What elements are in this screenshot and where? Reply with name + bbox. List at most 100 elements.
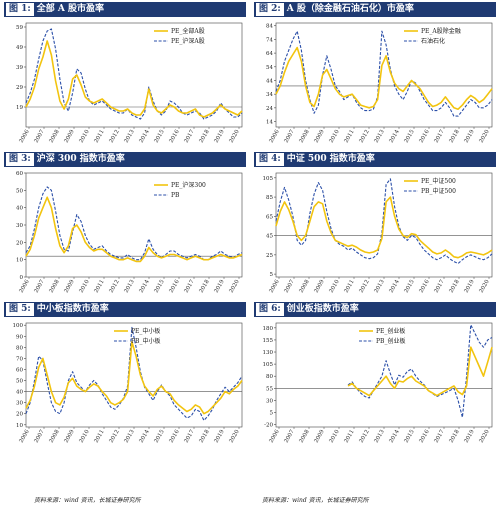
y-tick-label: 30 <box>16 223 23 229</box>
y-tick-label: 20 <box>16 240 23 246</box>
x-tick-label: 2012 <box>359 129 371 144</box>
series-line-solid <box>275 46 493 110</box>
x-tick-label: 2016 <box>169 429 181 445</box>
figure-2-title: A 股（除金融石油石化）市盈率 <box>286 4 414 14</box>
x-tick-label: 2009 <box>64 429 76 445</box>
plot-frame <box>275 22 493 128</box>
figure-4-chart: 5 25 45 65 85 105 2006 2007 2008 2009 2010 2011 2012… <box>263 172 493 295</box>
y-tick-label: 5 <box>270 410 274 416</box>
figure-1: 图 1: 全部 A 股市盈率 19 29 39 49 59 2006 2007 2008 2009… <box>4 2 246 150</box>
figure-3-header: 图 3: 沪深 300 指数市盈率 <box>4 152 246 167</box>
y-tick-label: -20 <box>264 423 273 429</box>
series-line-solid <box>347 346 493 397</box>
x-tick-label: 2016 <box>169 279 181 295</box>
y-tick-label: 10 <box>16 423 23 429</box>
y-tick-label: 40 <box>16 390 23 396</box>
x-tick-label: 2008 <box>299 129 311 145</box>
figure-6-number: 图 6: <box>256 303 284 316</box>
figure-5-header: 图 5: 中小板指数市盈率 <box>4 302 246 317</box>
x-tick-label: 2020 <box>479 429 491 445</box>
y-tick-label: 5 <box>270 272 274 278</box>
figure-6-title: 创业板指数市盈率 <box>286 304 359 314</box>
series-line-dashed <box>25 186 243 261</box>
x-tick-label: 2019 <box>214 129 226 145</box>
source-note-left: 资料来源：wind 资讯，长城证券研究所 <box>34 497 141 504</box>
figure-6-header: 图 6: 创业板指数市盈率 <box>254 302 496 317</box>
y-tick-label: 105 <box>263 362 274 368</box>
x-tick-label: 2015 <box>404 129 416 145</box>
x-tick-label: 2018 <box>199 279 211 295</box>
figure-1-number: 图 1: <box>6 3 34 16</box>
series-line-solid <box>25 196 243 263</box>
figure-4: 图 4: 中证 500 指数市盈率 5 25 45 65 85 105 2006 2007 200… <box>254 152 496 300</box>
figure-2-number: 图 2: <box>256 3 284 16</box>
x-tick-label: 2007 <box>284 279 296 295</box>
y-tick-label: 30 <box>266 398 273 404</box>
x-tick-label: 2012 <box>109 279 121 294</box>
series-line-solid <box>275 196 493 259</box>
x-tick-label: 2007 <box>34 429 46 445</box>
y-tick-label: 29 <box>16 85 23 91</box>
x-tick-label: 2012 <box>109 129 121 144</box>
x-tick-label: 2010 <box>329 279 341 295</box>
legend-label: PE_全部A股 <box>171 27 205 35</box>
x-tick-label: 2010 <box>329 129 341 145</box>
x-tick-label: 2019 <box>214 429 226 445</box>
figure-3-title: 沪深 300 指数市盈率 <box>36 154 125 164</box>
x-tick-label: 2014 <box>389 429 401 445</box>
y-tick-label: 70 <box>16 356 23 362</box>
figure-2-header: 图 2: A 股（除金融石油石化）市盈率 <box>254 2 496 17</box>
x-tick-label: 2009 <box>64 129 76 145</box>
x-tick-label: 2016 <box>419 279 431 295</box>
x-tick-label: 2013 <box>374 129 386 145</box>
x-tick-label: 2018 <box>449 429 461 445</box>
figure-3-number: 图 3: <box>6 153 34 166</box>
x-tick-label: 2008 <box>49 129 61 145</box>
x-tick-label: 2009 <box>314 429 326 445</box>
x-tick-label: 2015 <box>154 429 166 445</box>
x-tick-label: 2014 <box>139 429 151 445</box>
x-tick-label: 2013 <box>124 429 136 445</box>
x-tick-label: 2011 <box>94 429 106 444</box>
x-tick-label: 2006 <box>19 129 31 145</box>
y-tick-label: 49 <box>16 45 23 51</box>
x-tick-label: 2011 <box>344 279 356 294</box>
x-tick-label: 2009 <box>314 129 326 145</box>
x-tick-label: 2006 <box>19 429 31 445</box>
x-tick-label: 2017 <box>434 279 446 295</box>
x-tick-label: 2019 <box>464 279 476 295</box>
x-tick-label: 2014 <box>139 279 151 295</box>
x-tick-label: 2013 <box>124 129 136 145</box>
y-tick-label: 155 <box>263 338 274 344</box>
figure-4-title: 中证 500 指数市盈率 <box>286 154 375 164</box>
legend-label: PE_创业板 <box>376 327 405 335</box>
series-line-dashed <box>275 178 493 265</box>
y-tick-label: 85 <box>266 195 273 201</box>
legend-label: PE_中小板 <box>131 327 160 335</box>
x-tick-label: 2007 <box>34 279 46 295</box>
x-tick-label: 2017 <box>184 429 196 445</box>
x-tick-label: 2010 <box>329 429 341 445</box>
y-tick-label: 100 <box>13 323 24 329</box>
y-tick-label: 50 <box>16 188 23 194</box>
x-tick-label: 2009 <box>64 279 76 295</box>
x-tick-label: 2019 <box>464 129 476 145</box>
y-tick-label: 30 <box>16 401 23 407</box>
legend-label: PE_中证500 <box>421 177 456 185</box>
legend-label: PE_沪深300 <box>171 181 206 189</box>
x-tick-label: 2013 <box>374 429 386 445</box>
x-tick-label: 2012 <box>359 279 371 294</box>
x-tick-label: 2011 <box>344 129 356 144</box>
x-tick-label: 2014 <box>139 129 151 145</box>
x-tick-label: 2019 <box>214 279 226 295</box>
x-tick-label: 2006 <box>269 429 281 445</box>
x-tick-label: 2008 <box>299 279 311 295</box>
figure-2: 图 2: A 股（除金融石油石化）市盈率 14 24 34 44 54 64 74 84 2006… <box>254 2 496 150</box>
x-tick-label: 2018 <box>199 129 211 145</box>
x-tick-label: 2016 <box>169 129 181 145</box>
x-tick-label: 2020 <box>229 429 241 445</box>
x-tick-label: 2019 <box>464 429 476 445</box>
x-tick-label: 2018 <box>449 129 461 145</box>
